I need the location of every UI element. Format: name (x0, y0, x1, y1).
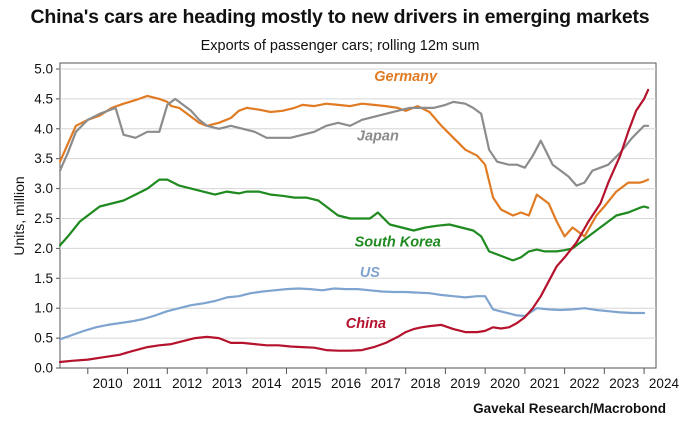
x-tick-label: 2019 (450, 376, 480, 391)
series-line-china (58, 88, 650, 364)
y-tick-label: 1.0 (34, 301, 53, 316)
series-lines (58, 88, 650, 364)
gridlines (60, 68, 656, 339)
series-label-japan: Japan (357, 129, 399, 145)
y-tick-label: 0.0 (34, 361, 53, 376)
series-line-germany (58, 94, 650, 238)
x-tick-label: 2016 (331, 376, 361, 391)
x-tick-label: 2013 (212, 376, 242, 391)
y-axis-ticks: 0.0 0.5 1.0 1.5 2.0 2.5 3.0 3.5 4.0 4.5 5.0 (34, 61, 60, 376)
series-line-south-korea (58, 178, 650, 262)
series-labels: Germany Japan South Korea US China (346, 69, 441, 332)
series-line-japan (58, 97, 650, 187)
chart-title: China's cars are heading mostly to new d… (30, 6, 650, 28)
y-tick-label: 0.5 (34, 331, 53, 346)
x-tick-label: 2014 (252, 376, 283, 391)
plot-area-frame (59, 62, 657, 369)
x-tick-label: 2011 (133, 376, 162, 391)
x-tick-label: 2024 (649, 376, 680, 391)
x-tick-label: 2021 (530, 376, 560, 391)
series-label-south-korea: South Korea (355, 235, 441, 251)
x-tick-label: 2010 (93, 376, 123, 391)
y-axis-label: Units, million (11, 176, 27, 255)
x-tick-label: 2020 (490, 376, 520, 391)
y-tick-label: 4.0 (34, 121, 53, 136)
series-line-us (58, 287, 646, 341)
chart-subtitle: Exports of passenger cars; rolling 12m s… (200, 38, 480, 54)
source-credit: Gavekal Research/Macrobond (473, 401, 666, 416)
x-axis-ticks: 2010 2011 2012 2013 2014 2015 2016 2017 2018 2019… (87, 368, 680, 391)
y-tick-label: 1.5 (34, 271, 53, 286)
y-tick-label: 5.0 (34, 61, 53, 76)
x-tick-label: 2017 (371, 376, 401, 391)
x-tick-label: 2018 (411, 376, 441, 391)
series-label-china: China (346, 316, 386, 332)
x-tick-label: 2012 (172, 376, 202, 391)
y-tick-label: 2.0 (34, 241, 53, 256)
x-tick-label: 2023 (609, 376, 639, 391)
y-tick-label: 3.5 (34, 151, 53, 166)
y-tick-label: 2.5 (34, 211, 53, 226)
series-label-germany: Germany (374, 69, 438, 85)
series-label-us: US (360, 265, 380, 281)
x-tick-label: 2022 (569, 376, 599, 391)
y-tick-label: 4.5 (34, 91, 53, 106)
x-tick-label: 2015 (291, 376, 321, 391)
y-tick-label: 3.0 (34, 181, 53, 196)
